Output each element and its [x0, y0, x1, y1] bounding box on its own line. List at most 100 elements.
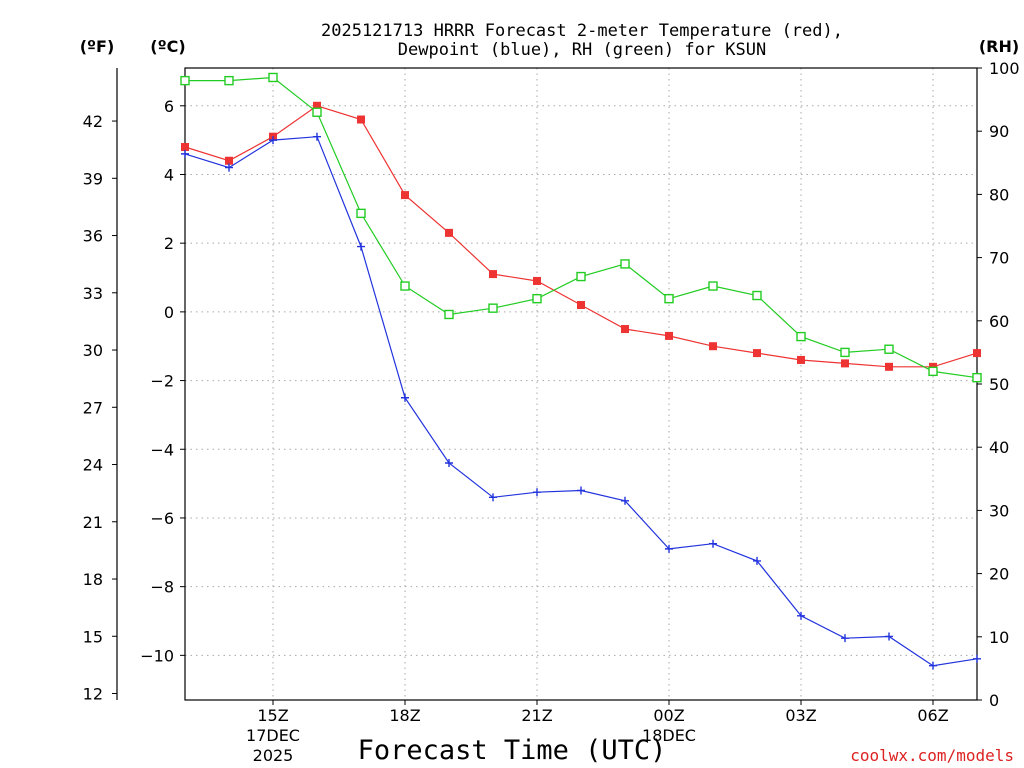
celsius-tick-label: 4 — [164, 165, 174, 184]
rh-point — [972, 372, 982, 383]
temperature-point — [489, 270, 497, 279]
celsius-tick-label: −4 — [150, 440, 174, 459]
dewpoint-point — [357, 242, 365, 251]
temperature-point — [753, 349, 761, 358]
dewpoint-point — [533, 488, 541, 497]
rh-point — [884, 344, 894, 354]
temperature-point — [885, 362, 893, 371]
dewpoint-point — [709, 539, 717, 548]
rh-point — [268, 72, 278, 83]
temperature-point — [665, 331, 673, 340]
fahrenheit-tick-label: 39 — [83, 169, 103, 188]
dewpoint-point — [841, 634, 849, 643]
rh-tick-label: 80 — [989, 185, 1009, 204]
dewpoint-point — [445, 459, 453, 467]
fahrenheit-tick-label: 24 — [83, 456, 103, 475]
temperature-point — [181, 143, 189, 151]
rh-tick-label: 20 — [989, 565, 1009, 584]
temperature-point — [533, 276, 541, 285]
fahrenheit-tick-label: 15 — [83, 627, 103, 646]
fahrenheit-tick-label: 42 — [83, 112, 103, 131]
rh-point — [400, 281, 410, 291]
fahrenheit-tick-label: 36 — [83, 227, 103, 246]
x-tick-sublabel: 17DEC — [246, 726, 300, 745]
celsius-tick-label: −10 — [140, 646, 174, 665]
fahrenheit-tick-label: 30 — [83, 341, 103, 360]
x-tick-sublabel: 2025 — [253, 746, 294, 765]
rh-tick-label: 50 — [989, 375, 1009, 394]
dewpoint-point — [401, 393, 409, 402]
temperature-point — [225, 156, 233, 165]
fahrenheit-tick-label: 33 — [83, 284, 103, 303]
dewpoint-point — [973, 654, 981, 663]
x-tick-sublabel: 18DEC — [642, 726, 696, 745]
celsius-tick-label: −2 — [150, 372, 174, 391]
rh-tick-label: 40 — [989, 438, 1009, 457]
rh-tick-label: 10 — [989, 628, 1009, 647]
rh-point — [532, 293, 542, 304]
x-tick-label: 00Z — [653, 706, 684, 725]
rh-tick-label: 60 — [989, 312, 1009, 331]
celsius-tick-label: 2 — [164, 234, 174, 253]
temperature-point — [357, 115, 365, 124]
rh-point — [312, 107, 322, 117]
rh-point — [488, 303, 498, 313]
temperature-point — [973, 349, 981, 358]
fahrenheit-unit-label: (ºF) — [80, 37, 115, 56]
dewpoint-point — [885, 632, 893, 641]
celsius-tick-label: 0 — [164, 303, 174, 322]
temperature-point — [401, 191, 409, 200]
x-tick-label: 15Z — [257, 706, 288, 725]
rh-point — [356, 208, 366, 219]
rh-line — [185, 76, 978, 379]
fahrenheit-tick-label: 21 — [83, 513, 103, 532]
gridlines — [185, 68, 977, 700]
celsius-unit-label: (ºC) — [150, 37, 185, 56]
rh-tick-label: 90 — [989, 122, 1009, 141]
rh-unit-label: (RH) — [979, 37, 1019, 56]
temperature-point — [313, 101, 321, 110]
rh-point — [796, 331, 806, 342]
temperature-point — [445, 228, 453, 237]
temperature-point — [797, 355, 805, 364]
rh-point — [840, 347, 850, 358]
x-tick-label: 18Z — [389, 706, 420, 725]
dewpoint-point — [489, 493, 497, 502]
rh-point — [180, 75, 190, 86]
dewpoint-point — [929, 661, 937, 670]
rh-point — [664, 293, 674, 304]
dewpoint-point — [797, 611, 805, 620]
plot-frame — [184, 67, 978, 701]
rh-point — [708, 281, 718, 291]
dewpoint-point — [181, 149, 189, 158]
dewpoint-point — [577, 486, 585, 495]
temperature-point — [621, 325, 629, 334]
fahrenheit-tick-label: 12 — [83, 685, 103, 704]
celsius-tick-label: −8 — [150, 578, 174, 597]
celsius-tick-label: 6 — [164, 97, 174, 116]
temperature-point — [709, 342, 717, 351]
x-axis-label: Forecast Time (UTC) — [358, 735, 667, 766]
data-series — [180, 72, 982, 670]
dewpoint-point — [269, 136, 277, 145]
celsius-tick-label: −6 — [150, 509, 174, 528]
chart-title-line-2: Dewpoint (blue), RH (green) for KSUN — [398, 40, 766, 60]
rh-tick-label: 0 — [989, 691, 999, 710]
temperature-line — [184, 105, 978, 368]
rh-tick-label: 70 — [989, 249, 1009, 268]
rh-point — [928, 366, 938, 377]
dewpoint-point — [313, 132, 321, 141]
x-tick-label: 03Z — [785, 706, 816, 725]
fahrenheit-tick-label: 27 — [83, 398, 103, 417]
x-tick-label: 06Z — [917, 706, 948, 725]
temperature-point — [577, 301, 585, 309]
dewpoint-point — [665, 544, 673, 553]
fahrenheit-tick-label: 18 — [83, 570, 103, 589]
rh-tick-label: 30 — [989, 501, 1009, 520]
rh-point — [444, 309, 454, 320]
rh-point — [620, 259, 630, 269]
dewpoint-point — [753, 556, 761, 565]
x-tick-label: 21Z — [521, 706, 552, 725]
credit-text: coolwx.com/models — [850, 746, 1014, 765]
